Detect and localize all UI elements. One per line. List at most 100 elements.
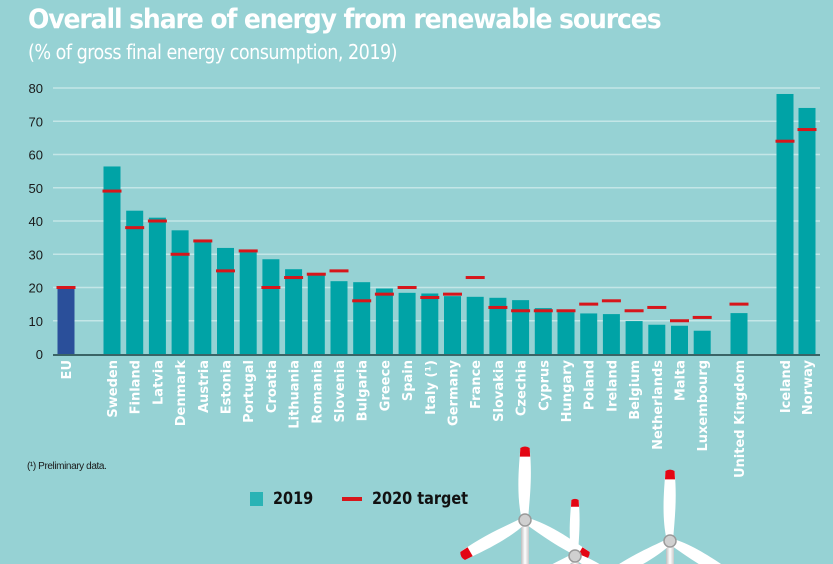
turbine-blade	[569, 498, 580, 556]
target-marker	[397, 286, 417, 289]
target-marker	[443, 292, 462, 296]
bar-italy	[421, 293, 439, 354]
bar-slovenia	[330, 281, 348, 354]
bar-luxembourg	[693, 330, 711, 354]
target-marker	[352, 299, 372, 303]
x-tick-label: Poland	[583, 360, 598, 410]
turbine-tower	[666, 541, 674, 564]
bar-netherlands	[648, 324, 666, 354]
bar-iceland	[776, 93, 794, 355]
turbine-blade	[518, 446, 531, 520]
bar-united-kingdom	[730, 313, 748, 354]
target-marker	[647, 305, 667, 309]
x-tick-label: Lithuania	[288, 360, 303, 429]
gridlines	[53, 87, 820, 322]
y-tick-label: 0	[36, 347, 43, 362]
bar-austria	[194, 242, 212, 354]
target-markers	[56, 128, 817, 323]
y-tick-label: 80	[29, 81, 43, 96]
bar-poland	[580, 313, 598, 354]
target-marker	[284, 276, 304, 280]
target-marker	[125, 226, 145, 230]
target-marker	[533, 309, 553, 313]
bar-eu	[57, 288, 75, 354]
bars	[57, 93, 816, 355]
turbine-blade	[607, 538, 672, 564]
target-marker	[374, 292, 394, 296]
x-tick-label: Bulgaria	[356, 360, 371, 421]
target-marker	[170, 252, 190, 256]
bar-hungary	[557, 312, 575, 354]
target-marker	[775, 139, 795, 143]
bar-romania	[307, 273, 325, 354]
wind-turbine-2	[524, 498, 626, 564]
x-tick-label: Netherlands	[651, 360, 666, 450]
bar-lithuania	[285, 269, 303, 354]
target-marker	[465, 276, 485, 280]
bar-slovakia	[489, 297, 507, 354]
bar-greece	[375, 288, 393, 354]
turbine-tower	[521, 520, 529, 564]
target-marker	[624, 309, 644, 313]
y-tick-label: 60	[29, 148, 43, 163]
target-marker	[238, 249, 258, 253]
target-marker	[147, 219, 167, 223]
footnote: (¹) Preliminary data.	[27, 461, 107, 472]
wind-turbine-3	[607, 469, 733, 564]
bar-croatia	[262, 259, 280, 354]
legend: 2019 2020 target	[250, 489, 485, 509]
legend-swatch-2020-target	[342, 497, 363, 501]
turbine-blade	[573, 553, 626, 564]
bar-france	[466, 296, 484, 354]
target-marker	[306, 272, 326, 276]
x-tick-label: Slovakia	[492, 360, 507, 422]
turbine-blade	[460, 517, 527, 561]
bar-germany	[444, 296, 461, 354]
turbine-hub	[568, 549, 582, 563]
target-marker	[670, 319, 689, 323]
y-tick-label: 10	[29, 314, 43, 329]
y-tick-label: 30	[29, 247, 43, 262]
target-marker	[797, 128, 817, 132]
x-tick-label: Germany	[447, 359, 462, 425]
bar-belgium	[625, 321, 643, 354]
wind-turbines-illustration	[460, 446, 733, 564]
target-marker	[102, 189, 122, 193]
x-tick-label: Greece	[378, 360, 393, 411]
target-marker	[420, 295, 440, 299]
bar-czechia	[512, 300, 530, 354]
bar-malta	[671, 325, 688, 354]
x-tick-label: Czechia	[515, 360, 530, 416]
target-marker	[511, 309, 531, 313]
chart-title: Overall share of energy from renewable s…	[28, 4, 662, 35]
y-tick-label: 50	[29, 181, 43, 196]
x-tick-label: Finland	[129, 360, 144, 414]
bar-spain	[398, 292, 416, 354]
target-marker	[556, 309, 576, 313]
target-marker	[729, 302, 749, 306]
target-marker	[692, 315, 712, 319]
x-axis-labels: EU Sweden Finland Latvia Denmark Austria Eston…	[60, 359, 816, 478]
x-tick-label: Romania	[310, 360, 325, 424]
x-tick-label: Hungary	[560, 359, 575, 422]
x-tick-label: Latvia	[151, 360, 166, 405]
turbine-blade	[668, 538, 733, 564]
turbine-hub	[518, 513, 532, 527]
legend-swatch-2019	[250, 492, 263, 506]
x-tick-label: Austria	[197, 360, 212, 413]
y-tick-label: 40	[29, 214, 43, 229]
x-tick-label: Luxembourg	[696, 360, 711, 452]
x-tick-label: Slovenia	[333, 360, 348, 423]
target-marker	[488, 305, 508, 309]
bar-norway	[798, 107, 816, 354]
y-axis: 0 10 20 30 40 50 60 70 80	[29, 81, 43, 362]
target-marker	[579, 302, 599, 306]
y-tick-label: 20	[29, 281, 43, 296]
bar-cyprus	[534, 308, 552, 354]
bar-portugal	[239, 252, 257, 354]
chart-subtitle: (% of gross final energy consumption, 20…	[28, 40, 398, 64]
legend-label-2020-target: 2020 target	[372, 489, 469, 509]
x-tick-label: Sweden	[106, 360, 121, 418]
x-tick-label: Norway	[801, 359, 816, 415]
